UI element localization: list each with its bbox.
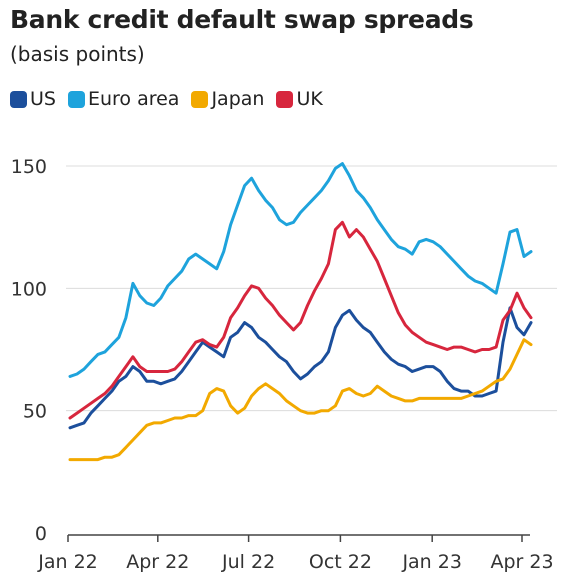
y-tick-label-50: 50 (23, 401, 47, 423)
legend-label-us: US (30, 88, 56, 110)
chart-title: Bank credit default swap spreads (10, 5, 474, 34)
chart-subtitle: (basis points) (10, 42, 145, 66)
legend-item-euro-area: Euro area (67, 88, 180, 110)
legend-swatch-uk (276, 90, 294, 108)
x-tick-label-2: Jul 22 (221, 551, 275, 573)
chart-legend: US Euro area Japan UK (10, 88, 335, 110)
y-tick-label-150: 150 (11, 156, 47, 178)
series-line-uk (68, 220, 533, 420)
legend-item-japan: Japan (191, 88, 264, 110)
legend-label-uk: UK (296, 88, 323, 110)
gridlines (66, 165, 557, 412)
series-lines (68, 162, 533, 462)
x-tick-label-3: Oct 22 (309, 551, 372, 573)
series-line-euro-area (68, 162, 533, 378)
x-axis: Jan 22 Apr 22 Jul 22 Oct 22 Jan 23 Apr 23 (37, 534, 554, 573)
y-tick-label-0: 0 (35, 523, 47, 545)
series-line-japan (68, 338, 533, 462)
legend-label-japan: Japan (211, 88, 265, 110)
legend-item-uk: UK (276, 88, 323, 110)
series-line-us (68, 306, 533, 430)
x-tick-label-5: Apr 23 (490, 551, 553, 573)
y-axis: 0 50 100 150 (11, 156, 47, 545)
legend-swatch-euro-area (67, 90, 85, 108)
legend-item-us: US (10, 88, 56, 110)
x-tick-label-4: Jan 23 (401, 551, 462, 573)
legend-swatch-japan (191, 90, 209, 108)
legend-label-euro-area: Euro area (87, 88, 180, 110)
x-tick-label-0: Jan 22 (37, 551, 98, 573)
x-tick-label-1: Apr 22 (126, 551, 189, 573)
legend-swatch-us (10, 90, 27, 108)
y-tick-label-100: 100 (11, 278, 47, 300)
